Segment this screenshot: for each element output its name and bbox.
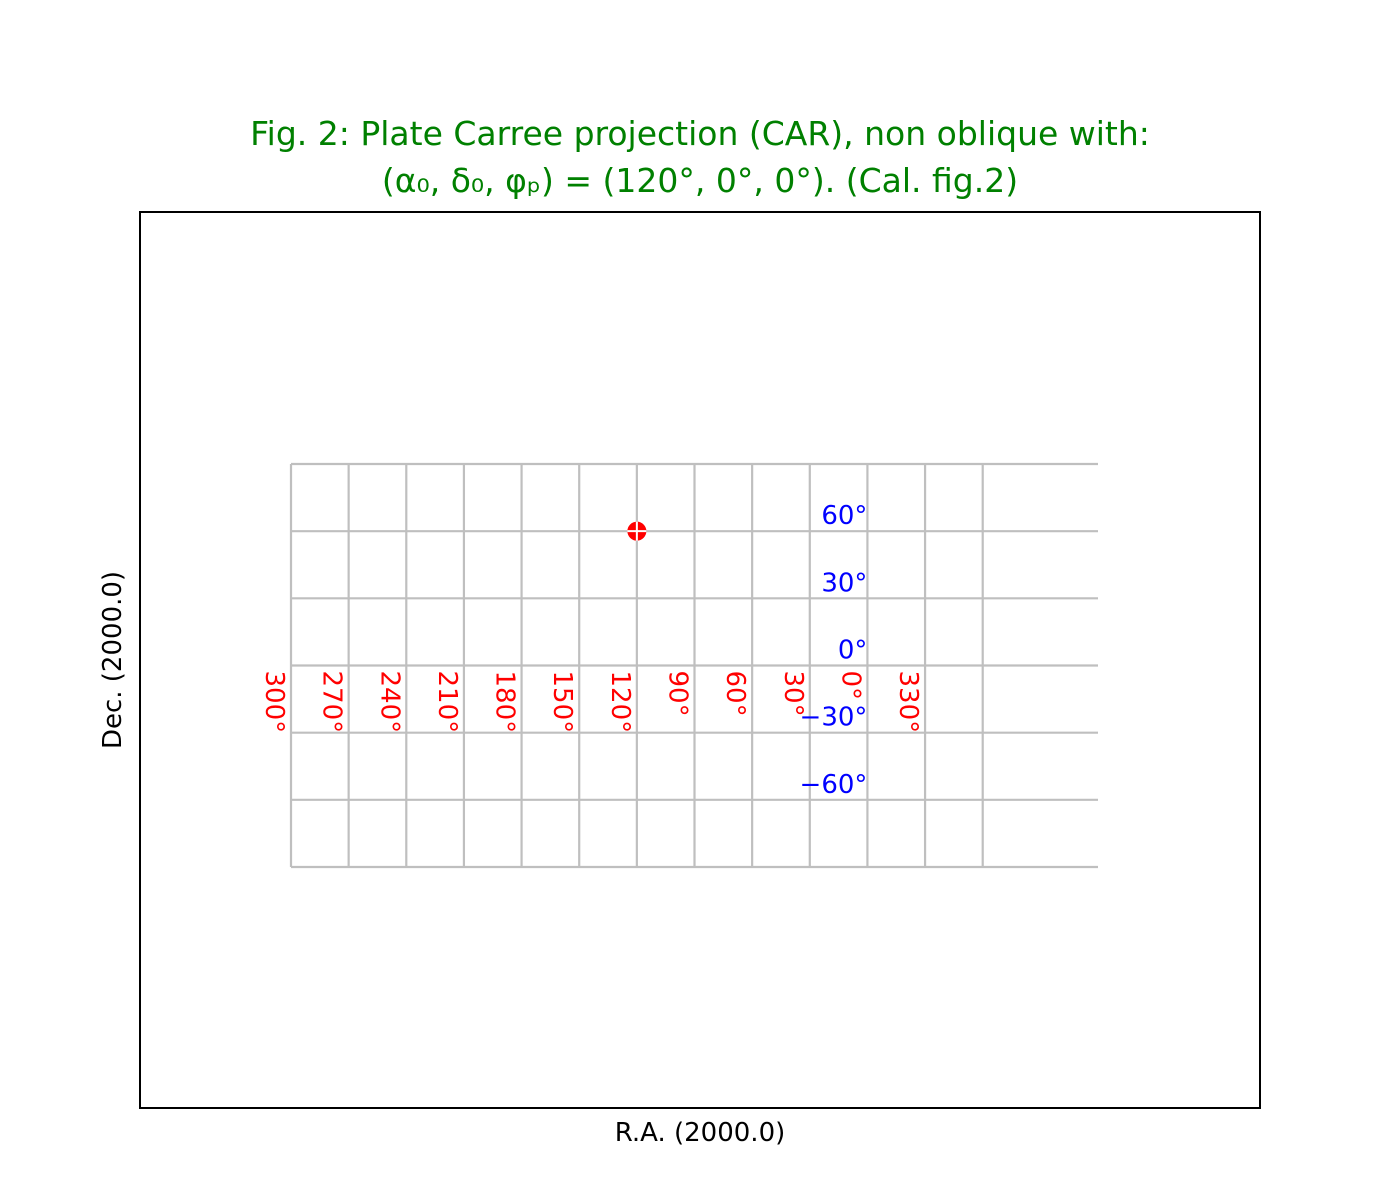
- ra-tick-label: 30°: [778, 671, 808, 717]
- ra-tick-label: 270°: [317, 671, 347, 734]
- ra-tick-label: 330°: [893, 671, 923, 734]
- dec-tick-label: 60°: [821, 501, 867, 531]
- chart-title: Fig. 2: Plate Carree projection (CAR), n…: [0, 110, 1400, 204]
- graticule: [289, 462, 1098, 869]
- ra-tick-label: 60°: [720, 671, 750, 717]
- ra-tick-label: 150°: [547, 671, 577, 734]
- ra-tick-label: 90°: [663, 671, 693, 717]
- ra-tick-label: 240°: [374, 671, 404, 734]
- data-points: [627, 521, 647, 541]
- chart-title-line-1: Fig. 2: Plate Carree projection (CAR), n…: [250, 114, 1150, 153]
- dec-tick-label: −60°: [800, 770, 868, 800]
- ra-tick-labels: 330° 0° 30° 60° 90° 120° 150° 180° 210° 240° 270° 3…: [259, 671, 923, 734]
- ra-tick-label: 210°: [432, 671, 462, 734]
- plot-frame: [139, 211, 1261, 1109]
- y-axis-label: Dec. (2000.0): [98, 571, 128, 749]
- ra-tick-label: 180°: [490, 671, 520, 734]
- ra-tick-label: 120°: [605, 671, 635, 734]
- chart-title-line-2: (α₀, δ₀, φₚ) = (120°, 0°, 0°). (Cal. fig…: [381, 161, 1019, 200]
- x-axis-label: R.A. (2000.0): [615, 1118, 786, 1148]
- data-point: [627, 521, 647, 541]
- ra-tick-label: 300°: [259, 671, 289, 734]
- dec-tick-label: 30°: [821, 568, 867, 598]
- dec-tick-labels: 60°30°0°−30°−60°: [800, 501, 868, 800]
- ra-tick-label: 0°: [835, 671, 865, 701]
- dec-tick-label: 0°: [838, 636, 868, 666]
- dec-tick-label: −30°: [800, 703, 868, 733]
